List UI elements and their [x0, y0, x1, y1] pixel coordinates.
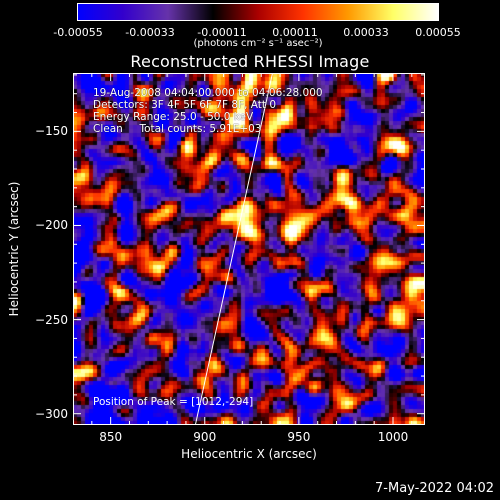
y-tick-label: −150 [35, 124, 68, 139]
x-axis-label: Heliocentric X (arcsec) [181, 447, 317, 461]
axis-ticks [73, 73, 425, 425]
annotation-time-range: 19-Aug-2008 04:04:00.000 to 04:06:28.000 [93, 87, 323, 99]
annotation-energy-range: Energy Range: 25.0 - 50.0 keV [93, 111, 254, 123]
chart-title: Reconstructed RHESSI Image [130, 52, 370, 71]
colorbar-tick-label: 0.00011 [272, 26, 318, 39]
image-plot-area [73, 73, 425, 425]
heatmap-image [73, 73, 425, 425]
x-tick-label: 950 [287, 430, 311, 444]
colorbar-units-label: (photons cm⁻² s⁻¹ asec⁻²) [193, 38, 323, 49]
footer-timestamp: 7-May-2022 04:02 [375, 481, 494, 496]
plot-frame [73, 73, 425, 425]
solar-limb-line [194, 73, 274, 425]
peak-position-label: Position of Peak = [1012,-294] [93, 396, 254, 408]
x-tick-label: 850 [99, 430, 123, 444]
annotation-clean-counts: Clean Total counts: 5.91E+03 [93, 123, 262, 135]
y-axis-label: Heliocentric Y (arcsec) [7, 181, 21, 317]
colorbar-tick-label: 0.00033 [343, 26, 389, 39]
plot-border [73, 73, 425, 425]
y-tick-label: −250 [35, 312, 68, 327]
y-tick-label: −300 [35, 406, 68, 421]
x-tick-label: 1000 [377, 430, 409, 444]
colorbar-tick-label: -0.00055 [53, 26, 103, 39]
colorbar [77, 3, 439, 21]
colorbar-tick-label: 0.00055 [415, 26, 461, 39]
x-tick-label: 900 [193, 430, 217, 444]
annotation-detectors: Detectors: 3F 4F 5F 6F 7F 8F, Att 0 [93, 99, 277, 111]
colorbar-tick-label: -0.00011 [197, 26, 247, 39]
colorbar-ticks: -0.00055 -0.00033 -0.00011 0.00011 0.000… [0, 0, 500, 60]
colorbar-tick-label: -0.00033 [125, 26, 175, 39]
y-tick-label: −200 [35, 218, 68, 233]
